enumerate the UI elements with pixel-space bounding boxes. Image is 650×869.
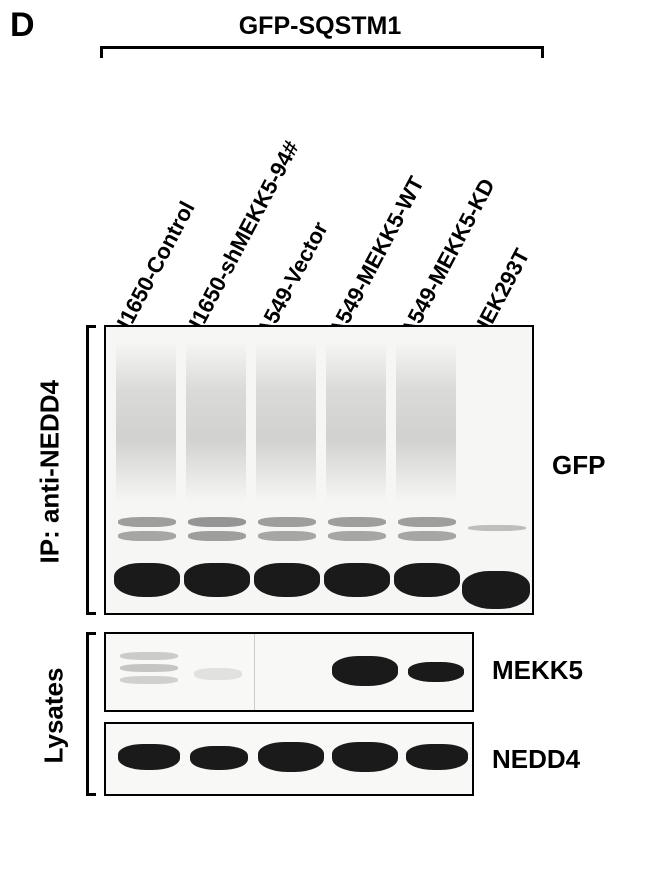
smear <box>256 342 316 502</box>
blot-gfp <box>104 325 534 615</box>
mekk5-band <box>120 664 178 672</box>
heavy-band <box>324 563 390 597</box>
top-bracket <box>100 46 544 58</box>
mid-band <box>118 531 176 541</box>
mid-band <box>188 531 246 541</box>
blot-nedd4 <box>104 722 474 796</box>
mid-band <box>398 517 456 527</box>
mekk5-band <box>120 676 178 684</box>
mekk5-band <box>332 656 398 686</box>
row-label-gfp: GFP <box>552 450 605 481</box>
side-label-ip: IP: anti-NEDD4 <box>35 384 66 564</box>
smear <box>326 342 386 502</box>
mid-band <box>118 517 176 527</box>
smear <box>116 342 176 502</box>
left-bracket-ip <box>86 325 96 615</box>
heavy-band <box>254 563 320 597</box>
blot-mekk5 <box>104 632 474 712</box>
mid-band <box>258 517 316 527</box>
heavy-band <box>184 563 250 597</box>
left-bracket-lysates <box>86 632 96 796</box>
blot-divider <box>254 634 255 710</box>
mid-band <box>468 525 526 531</box>
mekk5-band <box>120 652 178 660</box>
heavy-band <box>394 563 460 597</box>
mekk5-band <box>408 662 464 682</box>
mid-band <box>328 517 386 527</box>
nedd4-band <box>406 744 468 770</box>
nedd4-band <box>258 742 324 772</box>
mekk5-band <box>194 668 242 680</box>
row-label-mekk5: MEKK5 <box>492 655 583 686</box>
nedd4-band <box>190 746 248 770</box>
side-label-lysates: Lysates <box>39 656 70 776</box>
smear <box>186 342 246 502</box>
heavy-band <box>114 563 180 597</box>
mid-band <box>258 531 316 541</box>
mid-band <box>328 531 386 541</box>
nedd4-band <box>332 742 398 772</box>
top-group-label: GFP-SQSTM1 <box>190 12 450 41</box>
row-label-nedd4: NEDD4 <box>492 744 580 775</box>
nedd4-band <box>118 744 180 770</box>
mid-band <box>398 531 456 541</box>
heavy-band <box>462 571 530 609</box>
panel-letter: D <box>10 6 35 45</box>
mid-band <box>188 517 246 527</box>
lane-label-3: A549-Vector <box>251 217 334 342</box>
smear <box>396 342 456 502</box>
